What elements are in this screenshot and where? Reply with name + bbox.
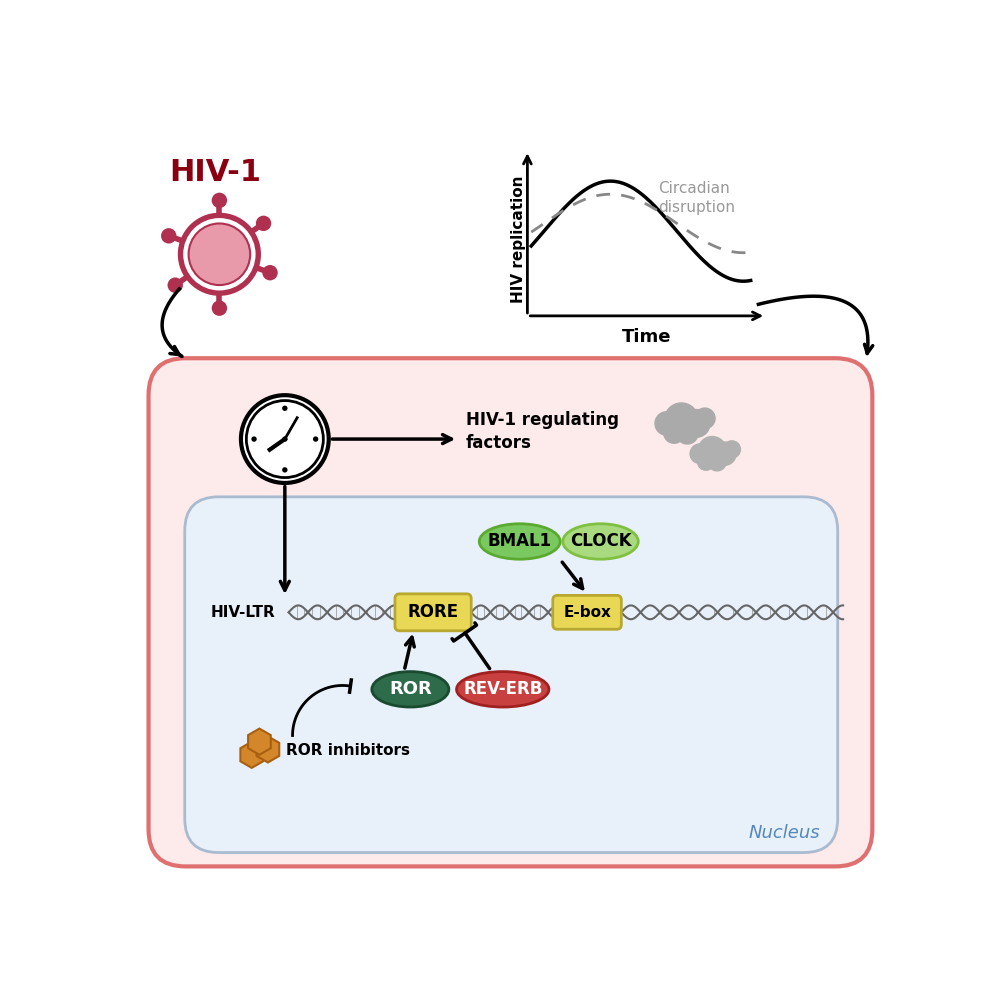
Circle shape [689, 443, 710, 464]
Text: HIV-1: HIV-1 [169, 158, 262, 187]
Circle shape [712, 441, 737, 466]
Circle shape [251, 436, 257, 442]
Ellipse shape [563, 524, 638, 559]
Text: HIV-LTR: HIV-LTR [210, 605, 275, 620]
Circle shape [178, 213, 261, 296]
Ellipse shape [479, 524, 560, 559]
Circle shape [188, 223, 250, 285]
Text: BMAL1: BMAL1 [488, 533, 552, 551]
Polygon shape [248, 729, 271, 755]
Text: Circadian
disruption: Circadian disruption [658, 181, 735, 215]
Circle shape [256, 216, 271, 231]
Polygon shape [240, 742, 263, 768]
Ellipse shape [456, 671, 549, 707]
Ellipse shape [372, 671, 449, 707]
FancyBboxPatch shape [148, 359, 872, 867]
FancyBboxPatch shape [395, 594, 471, 630]
Text: HIV replication: HIV replication [511, 175, 526, 303]
Text: Nucleus: Nucleus [748, 824, 820, 842]
Circle shape [212, 192, 227, 208]
Text: E-box: E-box [563, 605, 611, 620]
Circle shape [212, 301, 227, 316]
Polygon shape [257, 736, 279, 763]
Circle shape [262, 265, 278, 281]
FancyBboxPatch shape [184, 497, 838, 853]
Text: ROR: ROR [389, 680, 431, 698]
Circle shape [282, 436, 288, 442]
Circle shape [707, 452, 727, 471]
Circle shape [694, 407, 716, 429]
Circle shape [675, 421, 699, 444]
Circle shape [241, 395, 329, 483]
Text: ROR inhibitors: ROR inhibitors [286, 743, 409, 758]
FancyBboxPatch shape [553, 596, 622, 629]
Text: RORE: RORE [407, 604, 458, 622]
Circle shape [663, 402, 699, 437]
Text: REV-ERB: REV-ERB [463, 680, 543, 698]
Circle shape [183, 218, 256, 291]
Circle shape [723, 440, 741, 458]
Circle shape [161, 228, 176, 244]
Circle shape [663, 422, 685, 444]
Circle shape [313, 436, 319, 442]
Circle shape [654, 411, 679, 436]
Circle shape [697, 452, 715, 471]
Text: HIV-1 regulating
factors: HIV-1 regulating factors [466, 410, 619, 452]
Text: CLOCK: CLOCK [570, 533, 631, 551]
Text: Time: Time [622, 329, 671, 347]
Circle shape [246, 400, 324, 477]
Circle shape [282, 405, 288, 411]
Circle shape [681, 408, 711, 438]
Circle shape [167, 278, 183, 293]
Circle shape [282, 467, 288, 472]
Circle shape [697, 436, 727, 465]
